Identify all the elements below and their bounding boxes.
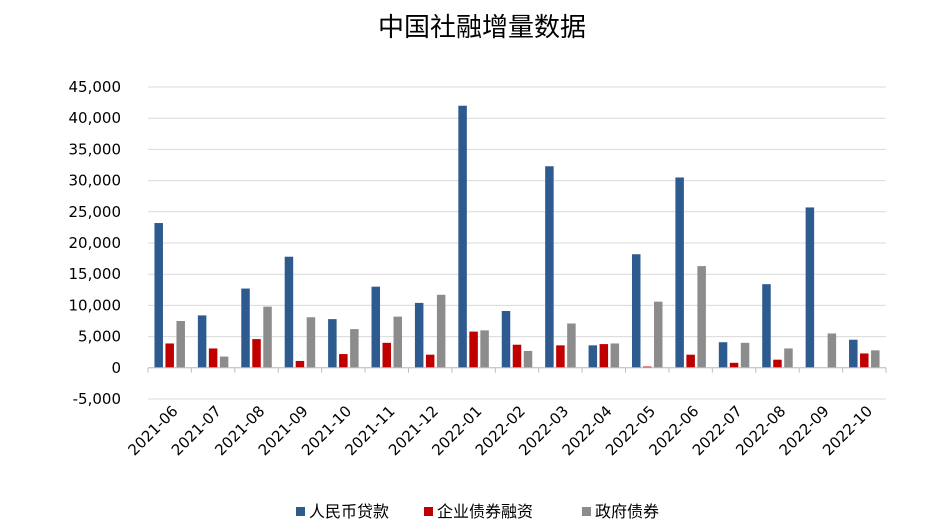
y-tick-label: 25,000 — [69, 203, 122, 221]
bar — [860, 353, 869, 368]
bar — [784, 348, 793, 368]
legend-label: 政府债券 — [595, 502, 659, 521]
bar — [686, 354, 695, 368]
bar — [718, 342, 728, 368]
bar — [241, 288, 250, 368]
bar — [599, 344, 609, 368]
bar — [871, 350, 880, 368]
bar — [295, 360, 305, 368]
legend: 人民币贷款 企业债券融资 政府债券 — [296, 502, 659, 521]
bar — [545, 166, 554, 368]
bar — [252, 339, 261, 368]
y-tick-label: 30,000 — [69, 172, 122, 190]
bars — [154, 105, 880, 368]
bar — [284, 256, 294, 368]
bar — [219, 356, 229, 368]
bar — [458, 105, 467, 368]
bar — [729, 362, 739, 368]
legend-label: 人民币贷款 — [309, 502, 389, 521]
legend-swatch — [582, 507, 591, 516]
bar — [567, 323, 576, 368]
bar — [697, 266, 706, 368]
y-tick-label: 0 — [111, 359, 121, 377]
legend-swatch — [296, 507, 305, 516]
x-axis: 2021-062021-072021-082021-092021-102021-… — [124, 367, 887, 459]
bar — [328, 319, 337, 368]
y-tick-label: 45,000 — [69, 78, 122, 96]
y-tick-label: -5,000 — [73, 390, 121, 408]
bar — [480, 330, 489, 368]
bar — [197, 315, 207, 368]
bar — [154, 223, 163, 368]
legend-label: 企业债券融资 — [437, 502, 533, 521]
y-tick-label: 35,000 — [69, 140, 122, 158]
chart-title: 中国社融增量数据 — [378, 13, 586, 43]
y-tick-label: 15,000 — [69, 265, 122, 283]
bar — [556, 345, 565, 368]
bar — [414, 302, 424, 368]
bar — [773, 359, 782, 368]
bar — [740, 342, 750, 368]
bar — [501, 311, 511, 368]
bar — [208, 348, 218, 368]
bar — [805, 207, 815, 368]
bar — [371, 286, 381, 368]
y-tick-label: 10,000 — [69, 296, 122, 314]
bar — [827, 333, 837, 368]
bar — [631, 254, 641, 368]
bar — [849, 339, 858, 368]
bar — [176, 321, 185, 368]
legend-swatch — [424, 507, 433, 516]
bar — [425, 354, 435, 368]
bar — [436, 294, 446, 368]
y-tick-label: 5,000 — [78, 328, 121, 346]
bar — [653, 301, 663, 368]
bar — [762, 284, 771, 368]
y-tick-label: 40,000 — [69, 109, 122, 127]
bar — [610, 343, 620, 368]
bar — [306, 317, 316, 368]
bar — [263, 306, 272, 368]
bar — [523, 350, 533, 368]
bar — [642, 366, 652, 368]
bar — [675, 177, 684, 368]
bar — [165, 343, 174, 368]
y-tick-label: 20,000 — [69, 234, 122, 252]
bar — [469, 331, 478, 368]
bar — [350, 329, 359, 368]
bar — [382, 342, 392, 368]
bar — [393, 316, 403, 368]
y-axis: -5,000 0 5,000 10,000 15,000 20,000 25,000 30,0… — [69, 78, 122, 408]
bar — [512, 344, 522, 368]
bar — [588, 345, 598, 368]
bar — [339, 354, 348, 368]
